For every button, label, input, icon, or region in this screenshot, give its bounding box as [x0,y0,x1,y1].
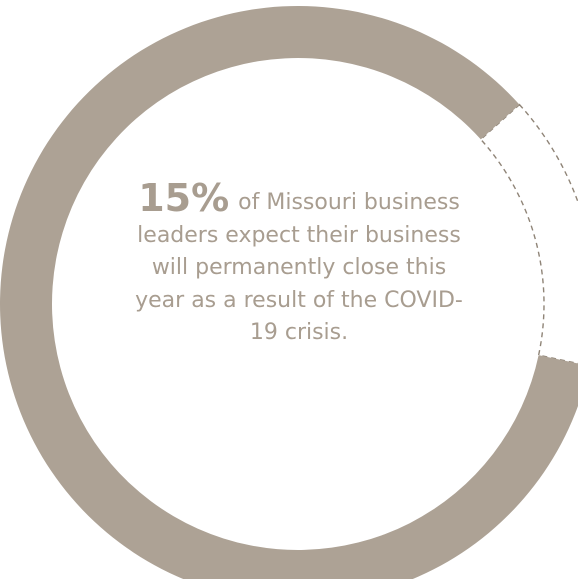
highlight-percentage: 15% [138,176,230,220]
slice-highlight-dashed [479,103,578,365]
chart-caption: 15% of Missouri business leaders expect … [134,179,464,350]
caption-text: of Missouri business leaders expect thei… [135,190,463,345]
